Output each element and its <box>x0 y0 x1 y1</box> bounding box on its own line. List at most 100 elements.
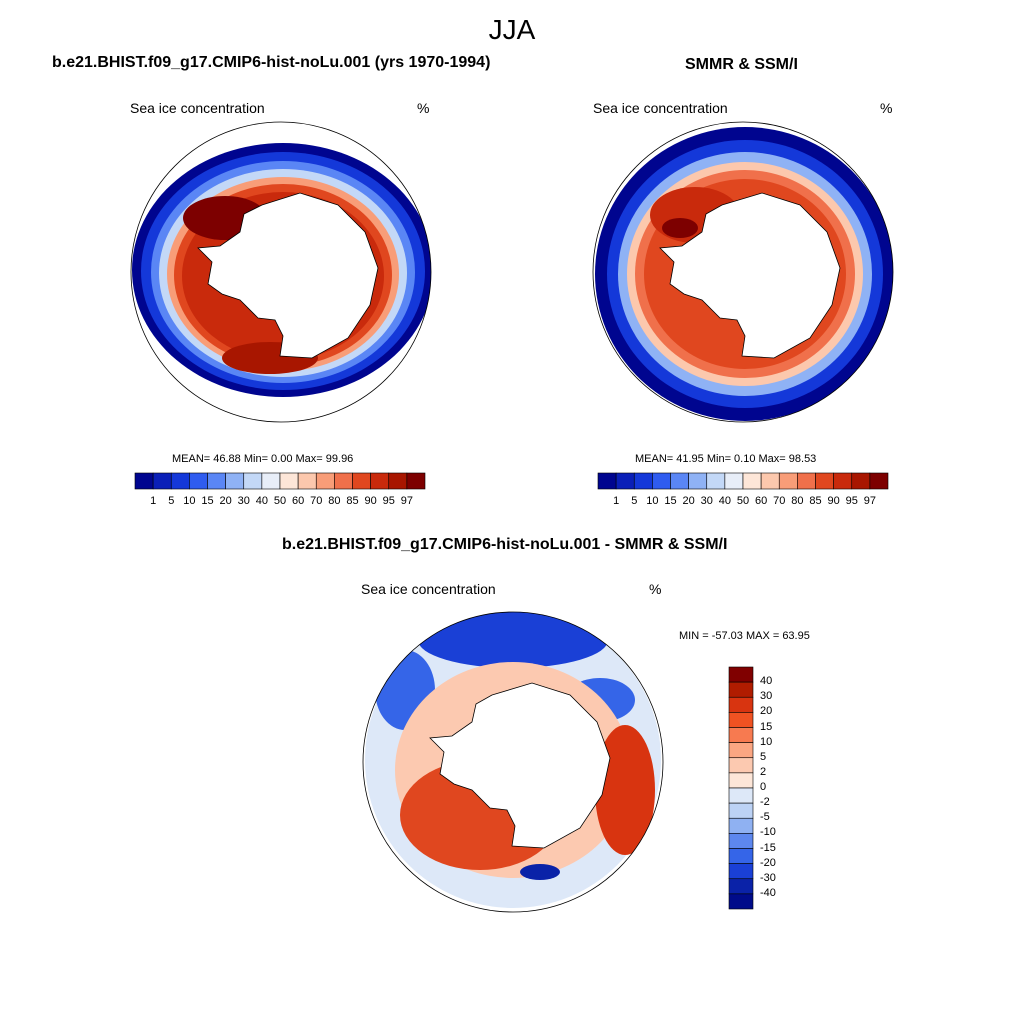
colorbar-swatch <box>728 712 754 728</box>
colorbar-swatch <box>851 472 871 490</box>
colorbar-tick-label: -30 <box>760 871 776 884</box>
colorbar-swatch <box>728 757 754 774</box>
colorbar-swatch <box>728 802 754 819</box>
panel-2-units-label: % <box>880 100 893 116</box>
colorbar-tick-label: 20 <box>219 495 232 507</box>
colorbar-swatch <box>688 472 708 490</box>
colorbar-tick-label: 5 <box>760 750 767 763</box>
colorbar-tick-label: 40 <box>760 675 773 688</box>
panel-2-map <box>592 121 894 423</box>
colorbar-swatch <box>728 878 754 895</box>
colorbar-swatch <box>207 472 226 490</box>
panel-3-map <box>362 611 664 913</box>
colorbar-tick-label: 1 <box>613 495 620 507</box>
colorbar-swatch <box>728 833 754 849</box>
colorbar-tick-label: 0 <box>760 781 767 793</box>
panel-1-variable-label: Sea ice concentration <box>130 100 265 116</box>
colorbar-swatch <box>315 472 335 490</box>
colorbar-swatch <box>189 472 208 490</box>
colorbar-tick-label: 10 <box>183 495 196 507</box>
obs-core-weddell <box>662 218 698 238</box>
panel-3-variable-label: Sea ice concentration <box>361 581 496 597</box>
panel-1-title: b.e21.BHIST.f09_g17.CMIP6-hist-noLu.001 … <box>52 54 491 71</box>
colorbar-tick-label: 30 <box>237 495 250 507</box>
diff-neg-south <box>520 864 560 880</box>
colorbar-swatch <box>760 472 780 490</box>
colorbar-swatch <box>352 472 371 490</box>
colorbar-swatch <box>728 848 754 864</box>
colorbar-swatch <box>728 727 754 743</box>
colorbar-tick-label: 95 <box>382 495 395 507</box>
panel-2-colorbar <box>597 472 889 490</box>
colorbar-swatch <box>797 472 816 490</box>
antarctica-coastline <box>197 192 379 359</box>
colorbar-swatch <box>728 863 754 880</box>
colorbar-tick-label: 90 <box>827 495 840 507</box>
colorbar-tick-label: 5 <box>631 495 638 507</box>
panel-1-map <box>130 121 432 423</box>
panel-1-units-label: % <box>417 100 430 116</box>
colorbar-tick-label: 60 <box>755 495 768 507</box>
colorbar-swatch <box>670 472 689 490</box>
colorbar-tick-label: 5 <box>168 495 175 507</box>
panel-3-map-border <box>362 611 664 913</box>
colorbar-swatch <box>261 472 281 490</box>
panel-3-stats: MIN = -57.03 MAX = 63.95 <box>679 630 810 642</box>
colorbar-tick-label: 20 <box>682 495 695 507</box>
colorbar-swatch <box>152 472 172 490</box>
panel-3-title: b.e21.BHIST.f09_g17.CMIP6-hist-noLu.001 … <box>282 536 728 553</box>
colorbar-swatch <box>225 472 245 490</box>
colorbar-swatch <box>597 472 617 490</box>
colorbar-swatch <box>869 472 889 490</box>
colorbar-tick-label: 10 <box>646 495 659 507</box>
colorbar-tick-label: 85 <box>346 495 359 507</box>
colorbar-tick-label: -20 <box>760 856 776 869</box>
colorbar-swatch <box>706 472 726 490</box>
colorbar-tick-label: 80 <box>791 495 804 507</box>
colorbar-swatch <box>742 472 762 490</box>
colorbar-tick-label: -10 <box>760 826 776 839</box>
colorbar-swatch <box>728 787 754 804</box>
colorbar-tick-label: 97 <box>863 495 876 507</box>
colorbar-swatch <box>728 893 754 910</box>
colorbar-swatch <box>728 742 754 759</box>
colorbar-swatch <box>778 472 798 490</box>
difference-colorbar <box>728 666 754 910</box>
colorbar-tick-label: 1 <box>150 495 157 507</box>
colorbar-swatch <box>170 472 190 490</box>
figure-title: JJA <box>488 14 536 45</box>
colorbar-swatch <box>334 472 353 490</box>
colorbar-tick-label: 70 <box>310 495 323 507</box>
colorbar-tick-label: 15 <box>201 495 214 507</box>
colorbar-swatch <box>815 472 834 490</box>
colorbar-tick-label: -5 <box>760 811 770 824</box>
colorbar-swatch <box>724 472 744 490</box>
panel-1-stats: MEAN= 46.88 Min= 0.00 Max= 99.96 <box>172 453 354 465</box>
colorbar-swatch <box>833 472 853 490</box>
colorbar-tick-label: -15 <box>760 841 776 854</box>
panel-1-map-border <box>130 121 432 423</box>
colorbar-tick-label: 20 <box>760 705 773 718</box>
colorbar-swatch <box>728 666 754 683</box>
colorbar-swatch <box>728 772 754 789</box>
colorbar-tick-label: 50 <box>736 495 750 507</box>
colorbar-tick-label: 15 <box>664 495 677 507</box>
colorbar-tick-label: -2 <box>760 796 770 809</box>
antarctica-coastline <box>659 192 841 359</box>
colorbar-swatch <box>728 681 754 698</box>
colorbar-swatch <box>370 472 390 490</box>
colorbar-tick-label: 10 <box>760 735 773 748</box>
panel-2-stats: MEAN= 41.95 Min= 0.10 Max= 98.53 <box>635 453 817 465</box>
panel-2-title: SMMR & SSM/I <box>685 56 798 73</box>
panel-1-colorbar <box>134 472 426 490</box>
colorbar-tick-label: 90 <box>364 495 377 507</box>
colorbar-swatch <box>406 472 426 490</box>
colorbar-tick-label: 40 <box>255 495 268 507</box>
colorbar-tick-label: 30 <box>700 495 713 507</box>
colorbar-swatch <box>652 472 671 490</box>
colorbar-tick-label: 40 <box>718 495 731 507</box>
colorbar-tick-label: 97 <box>400 495 413 507</box>
colorbar-tick-label: -40 <box>760 886 776 899</box>
colorbar-swatch <box>279 472 299 490</box>
